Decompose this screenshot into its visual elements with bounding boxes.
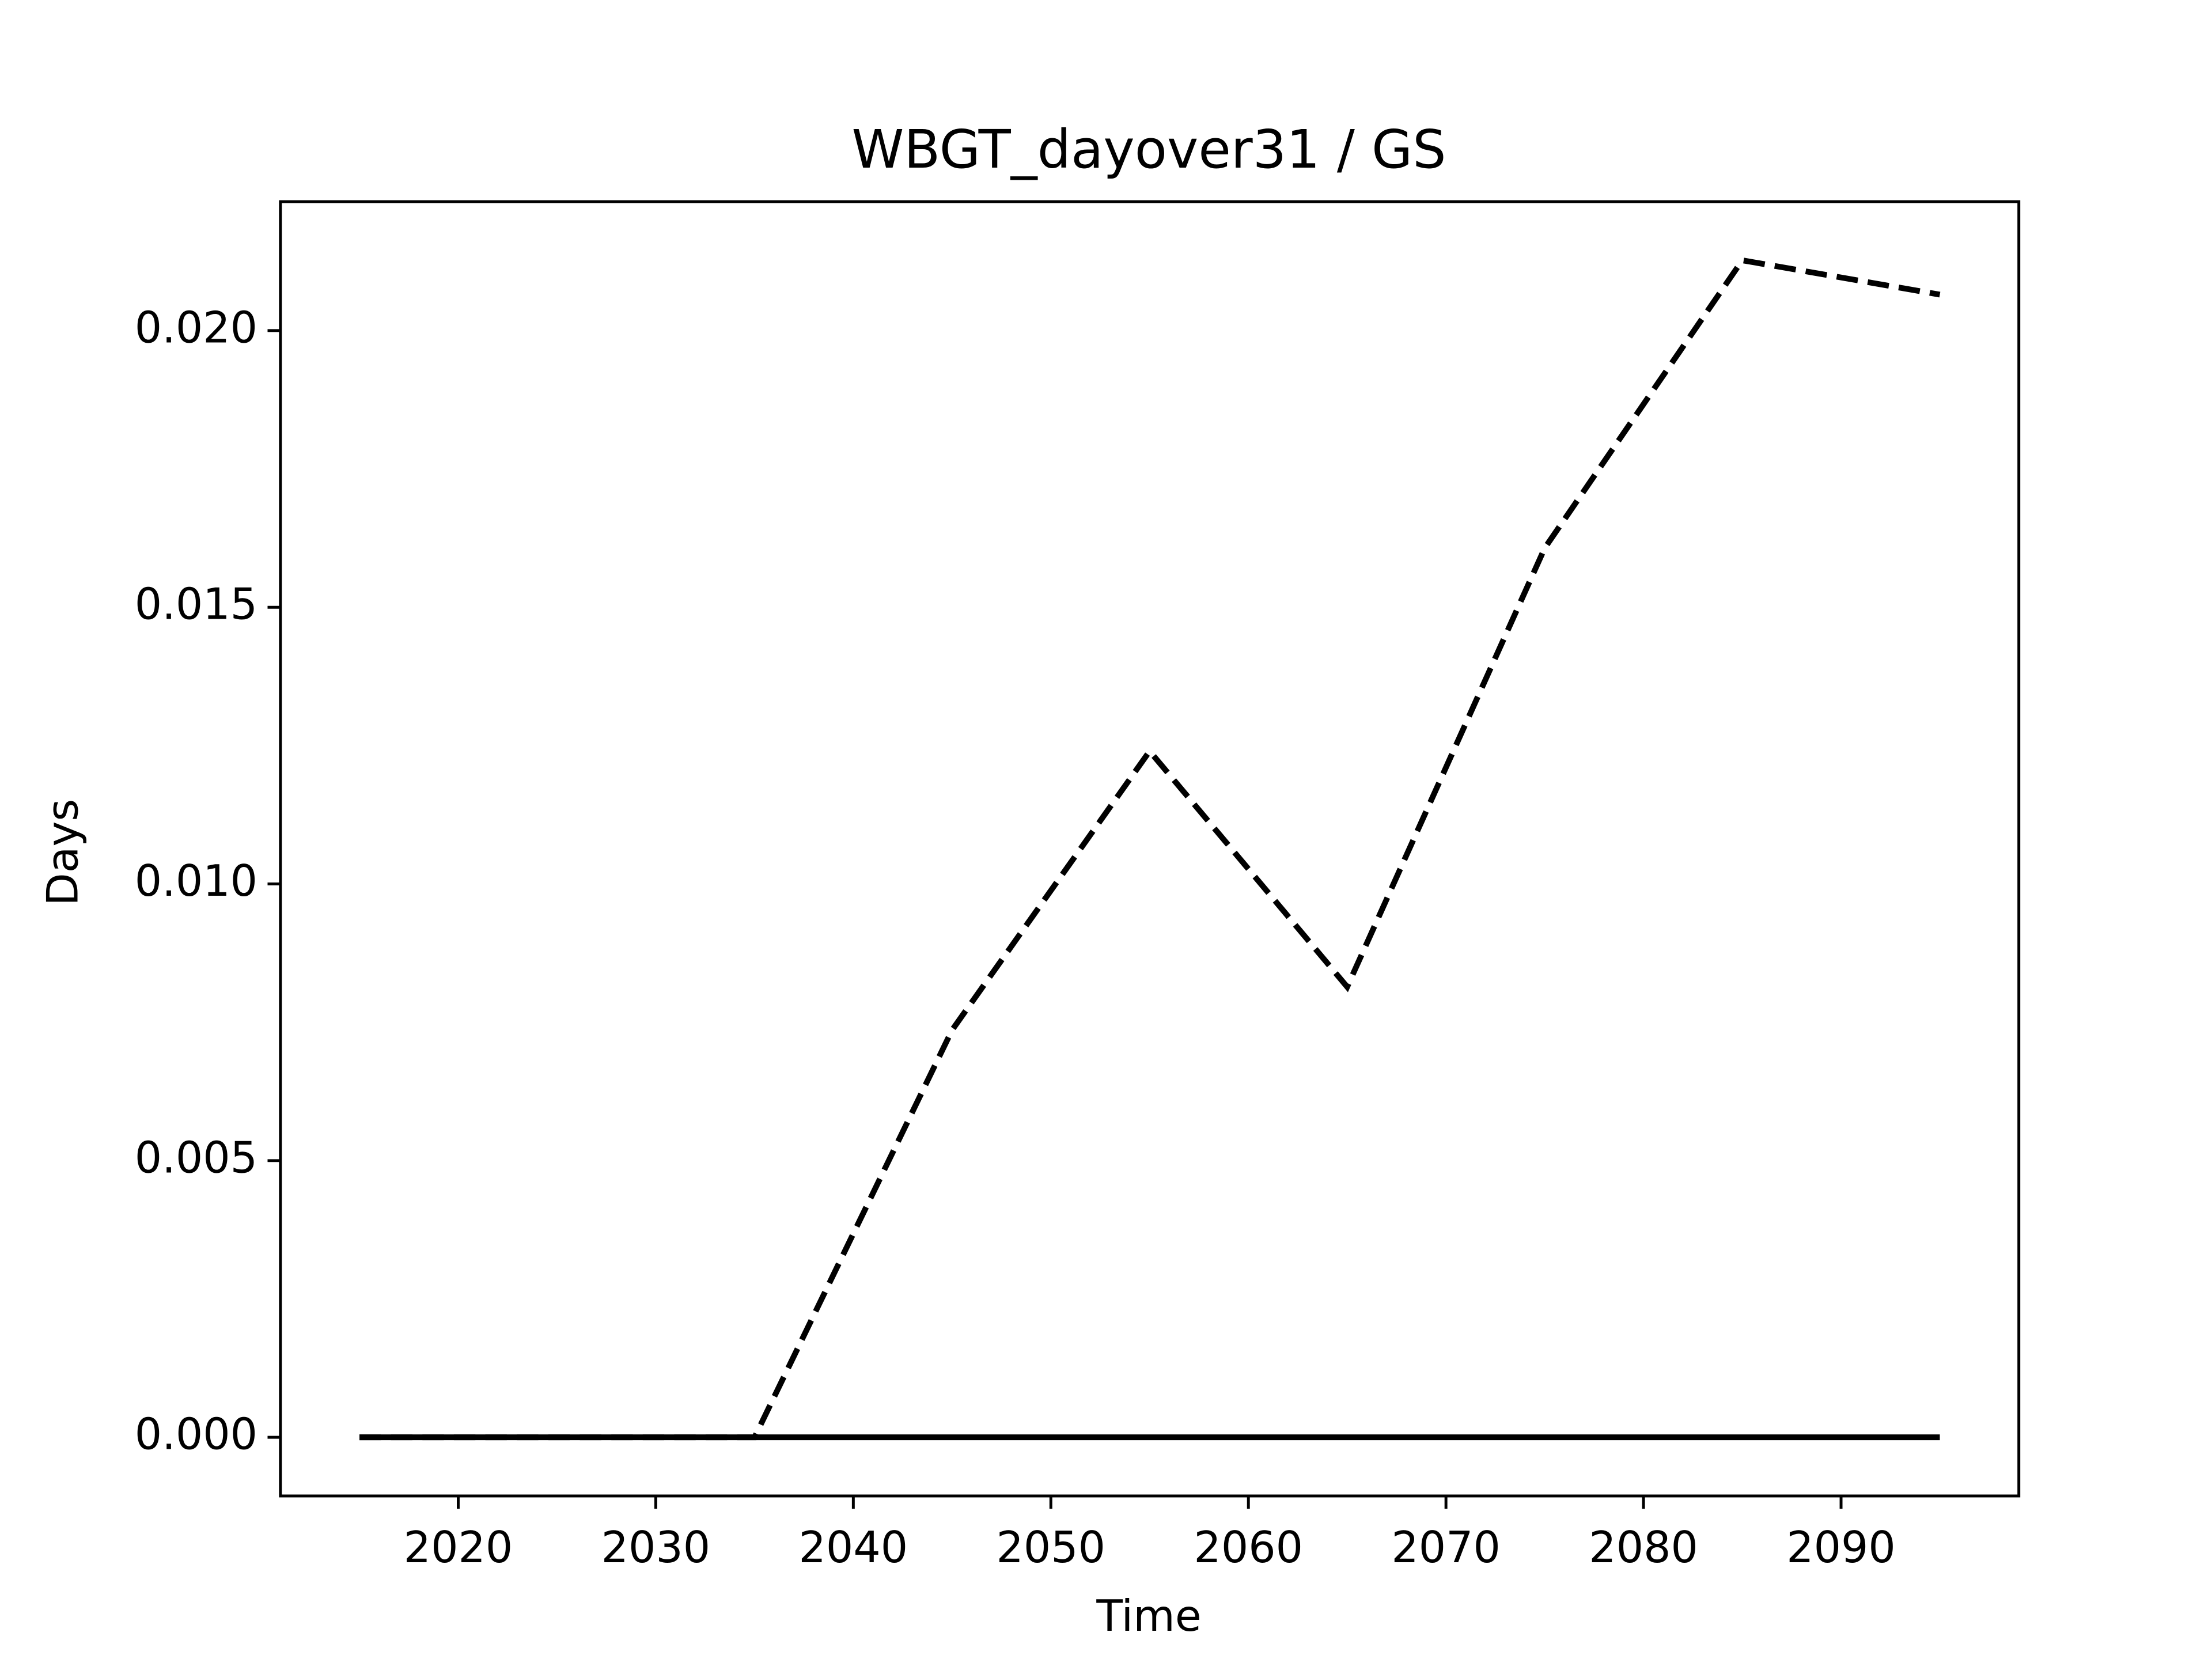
x-tick-label: 2030 (601, 1522, 711, 1573)
y-tick-label: 0.020 (135, 302, 257, 353)
x-tick-label: 2070 (1391, 1522, 1501, 1573)
y-tick-label: 0.015 (135, 579, 257, 630)
chart-title: WBGT_dayover31 / GS (851, 119, 1446, 180)
x-tick-label: 2040 (799, 1522, 908, 1573)
x-tick-label: 2080 (1589, 1522, 1698, 1573)
y-tick-label: 0.000 (135, 1410, 257, 1460)
plot-area (359, 257, 1941, 1441)
x-tick-label: 2020 (404, 1522, 513, 1573)
y-tick-label: 0.010 (135, 856, 257, 906)
x-tick-label: 2050 (996, 1522, 1105, 1573)
y-axis-label: Days (38, 799, 88, 906)
x-tick-label: 2060 (1194, 1522, 1303, 1573)
axes-frame (279, 200, 2021, 1498)
x-axis-label: Time (1096, 1591, 1201, 1641)
y-tick-label: 0.005 (135, 1132, 257, 1183)
x-tick-label: 2090 (1786, 1522, 1896, 1573)
